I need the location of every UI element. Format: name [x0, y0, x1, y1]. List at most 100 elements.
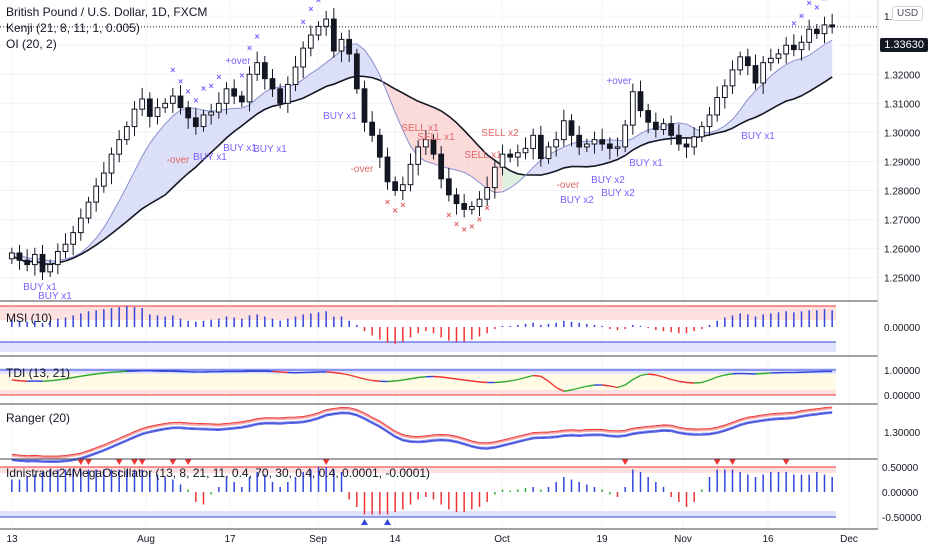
x-tick-label: 17 [224, 534, 236, 545]
tdi-line-segment [395, 380, 403, 381]
msi-pane-label[interactable]: MSI (10) [6, 311, 52, 325]
candle-body [546, 147, 551, 159]
candle-body [738, 57, 743, 70]
msi-pane[interactable] [0, 306, 836, 352]
osc-sell-triangle [169, 459, 176, 465]
signal-x-marker: × [454, 219, 459, 229]
candle [377, 129, 382, 169]
candle [324, 11, 329, 36]
tdi-line-segment [12, 380, 20, 381]
osc-sell-triangle [323, 459, 330, 465]
candle-body [439, 154, 444, 179]
annotation-label: BUY x1 [629, 158, 663, 169]
signal-x-marker: × [385, 197, 390, 207]
candle-body [692, 137, 697, 147]
candle [623, 120, 628, 152]
tdi-line-segment [441, 377, 449, 378]
x-tick-label: Sep [309, 534, 327, 545]
candle-body [55, 252, 60, 265]
candle [745, 49, 750, 75]
candle [170, 88, 175, 113]
tdi-line-segment [112, 372, 120, 373]
tdi-line-segment [326, 372, 334, 373]
tdi-line-segment [449, 378, 457, 379]
candle [25, 249, 30, 271]
candle-body [799, 42, 804, 49]
candle [523, 137, 528, 159]
candle-body [201, 115, 206, 127]
candle-body [400, 185, 405, 191]
candle-body [239, 96, 244, 102]
ma-band-segment [365, 50, 373, 78]
osc-sell-triangle [139, 459, 146, 465]
candle [301, 41, 306, 78]
candle [638, 81, 643, 118]
candle [776, 49, 781, 64]
candle-body [25, 260, 30, 264]
candle-body [807, 29, 812, 42]
tdi-pane[interactable] [0, 368, 836, 395]
signal-x-marker: × [201, 84, 206, 94]
ranger-pane[interactable] [12, 407, 832, 462]
y-tick-label: 1.27000 [884, 216, 921, 227]
y-tick-label: 1.25000 [884, 274, 921, 285]
tdi-pane-label[interactable]: TDI (13, 21) [6, 366, 70, 380]
kenji-indicator-label[interactable]: Kenji (21, 8, 11, 1, 0.005) [6, 20, 207, 36]
candle [561, 110, 566, 147]
candle-body [753, 66, 758, 83]
candle-body [768, 58, 773, 62]
tdi-line-segment [756, 374, 764, 375]
candle-body [331, 19, 336, 51]
candle-body [140, 99, 145, 109]
candle-body [515, 153, 520, 157]
candle-body [791, 45, 796, 49]
ma-band-segment [825, 40, 833, 82]
tdi-lower-zone [0, 390, 836, 395]
signal-x-marker: × [462, 225, 467, 235]
candle-body [86, 202, 91, 218]
tdi-line-segment [334, 373, 342, 374]
candle-body [178, 96, 183, 108]
candle [32, 248, 37, 276]
candle [684, 137, 689, 158]
osc-sell-triangle [729, 459, 736, 465]
candle-body [661, 124, 666, 130]
candle [784, 37, 789, 63]
candle-body [71, 233, 76, 245]
signal-x-marker: × [791, 18, 796, 28]
ma-band-segment [135, 156, 143, 215]
tdi-mid-zone [0, 374, 836, 390]
candle [722, 79, 727, 108]
candle [799, 36, 804, 61]
candle-body [822, 25, 827, 34]
oi-indicator-label[interactable]: OI (20, 2) [6, 36, 207, 52]
annotation-label: -over [167, 155, 190, 166]
candle-body [492, 167, 497, 187]
currency-button[interactable]: USD [892, 6, 923, 21]
tdi-line-segment [372, 381, 380, 382]
signal-x-marker: × [301, 17, 306, 27]
candle-body [446, 179, 451, 195]
annotation-label: SELL x1 [417, 132, 455, 143]
signal-x-marker: × [186, 87, 191, 97]
candle-body [462, 204, 467, 210]
signal-x-marker: × [178, 76, 183, 86]
candle-body [730, 70, 735, 86]
msi-oversold-zone [0, 342, 836, 352]
oscillator-pane-label[interactable]: Idnistrade24MegaOscillator (13, 8, 21, 1… [6, 466, 430, 480]
candle-body [600, 140, 605, 144]
tdi-y-tick: 0.00000 [884, 391, 921, 402]
ranger-pane-label[interactable]: Ranger (20) [6, 411, 70, 425]
candle [393, 177, 398, 196]
candle-body [308, 35, 313, 48]
candle-body [646, 111, 651, 123]
osc-buy-triangle [361, 519, 368, 525]
signal-x-marker: × [469, 222, 474, 232]
candle [132, 101, 137, 136]
candle-body [623, 125, 628, 147]
candle [515, 145, 520, 167]
tdi-line-segment [457, 379, 465, 380]
candle-body [707, 115, 712, 127]
ma-band-segment [756, 84, 764, 118]
